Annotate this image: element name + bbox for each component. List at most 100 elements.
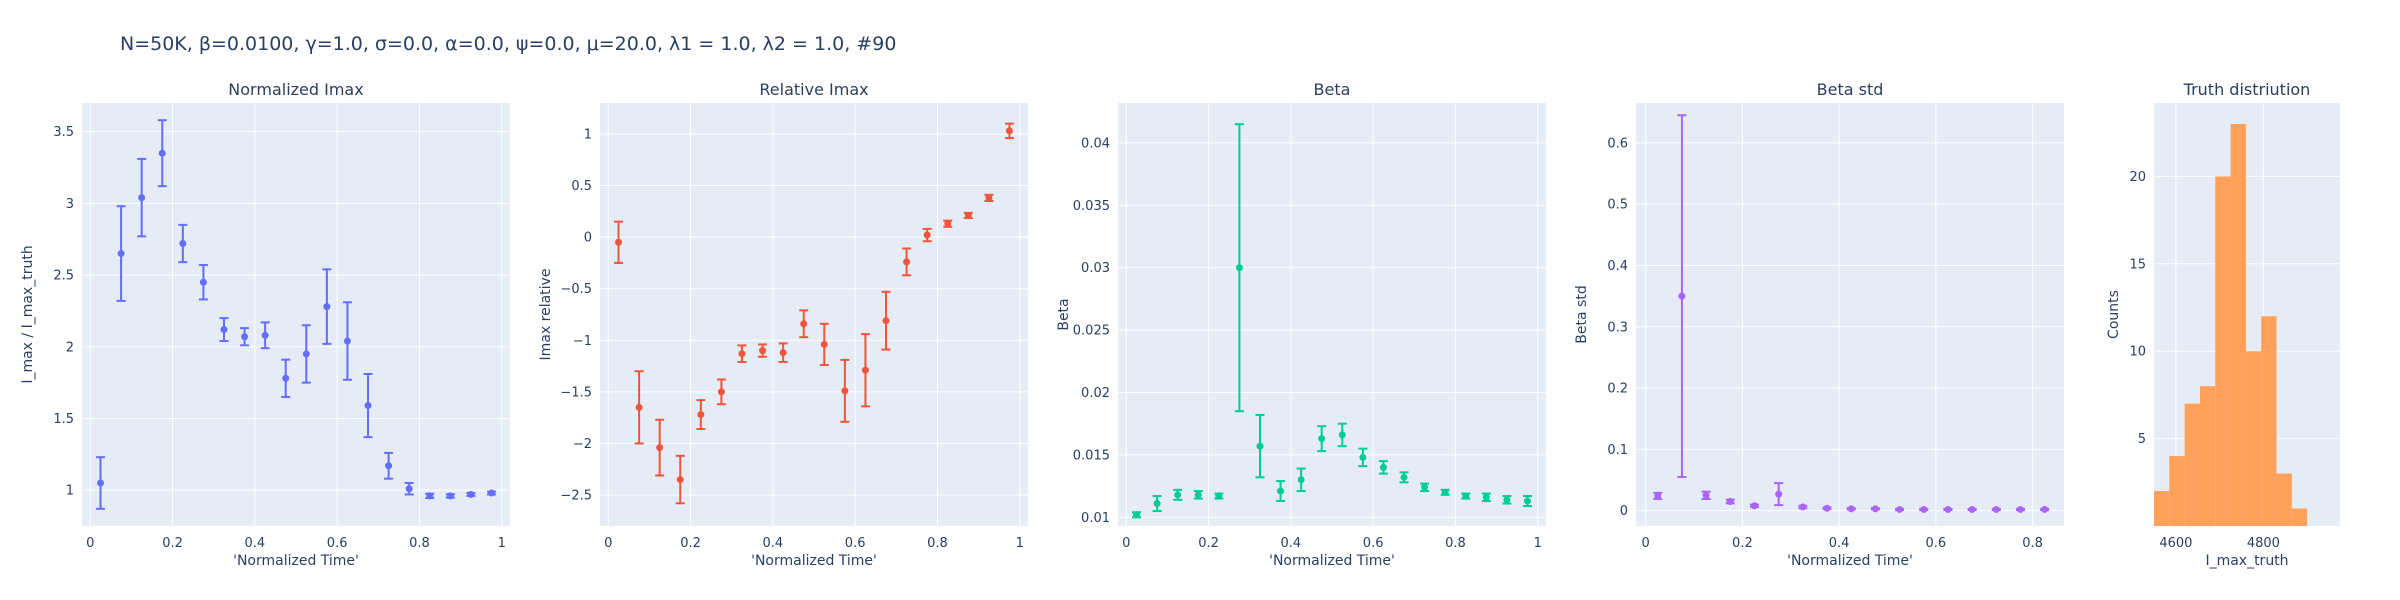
histogram-bar [2169, 456, 2185, 526]
data-point [1153, 500, 1161, 508]
data-point [1968, 505, 1976, 513]
x-axis-label: 'Normalized Time' [1269, 553, 1395, 569]
y-tick-label: 15 [2129, 257, 2146, 272]
histogram-bar [2245, 351, 2262, 526]
data-point [1421, 483, 1429, 491]
subplot-5: 4600 4800 5 10 15 20 Truth distriution I_max_tr… [2106, 80, 2340, 569]
data-point [923, 231, 931, 239]
data-point [964, 211, 972, 219]
data-point [2041, 505, 2049, 513]
y-tick-label: 0.6 [1607, 136, 1628, 151]
x-tick-label: 0.2 [1198, 536, 1219, 551]
data-point [944, 220, 952, 228]
subplot-title: Normalized Imax [228, 80, 363, 99]
data-point [487, 489, 495, 497]
data-point [1920, 505, 1928, 513]
data-point [302, 350, 310, 358]
data-point [1823, 504, 1831, 512]
x-tick-label: 0 [604, 536, 612, 551]
plot-area [1118, 103, 1546, 526]
y-tick-label: −2 [573, 437, 592, 452]
data-point [841, 387, 849, 395]
y-tick-label: 3 [66, 197, 74, 212]
plot-area [600, 103, 1028, 526]
x-tick-label: 1 [498, 536, 506, 551]
y-tick-label: 1.5 [53, 412, 74, 427]
data-point [759, 347, 767, 355]
data-point [138, 194, 146, 202]
data-point [1194, 491, 1202, 499]
data-point [1750, 502, 1758, 510]
y-tick-label: 0.04 [1081, 136, 1110, 151]
data-point [882, 317, 890, 325]
data-point [1174, 491, 1182, 499]
data-point [861, 366, 869, 374]
histogram-bar [2230, 123, 2246, 526]
y-tick-label: 1 [584, 127, 592, 142]
data-point [1847, 505, 1855, 513]
y-tick-label: 0 [584, 231, 592, 246]
data-point [697, 411, 705, 419]
data-point [97, 479, 105, 487]
y-tick-label: 0.03 [1081, 261, 1110, 276]
data-point [158, 149, 166, 157]
y-tick-label: 0.02 [1081, 386, 1110, 401]
data-point [426, 492, 434, 500]
data-point [1256, 442, 1264, 450]
data-point [446, 492, 454, 500]
data-point [1277, 487, 1285, 495]
x-tick-label: 0.4 [763, 536, 784, 551]
subplot-2: 0 0.2 0.4 0.6 0.8 1 −2.5 −2 −1.5 −1 −0.5 0 0.5 1 Relat… [538, 80, 1028, 569]
data-point [1400, 473, 1408, 481]
data-point [676, 476, 684, 484]
x-tick-label: 0.6 [1925, 536, 1946, 551]
data-point [985, 194, 993, 202]
data-point [343, 337, 351, 345]
y-tick-label: 3.5 [53, 125, 74, 140]
histogram-bar [2184, 403, 2200, 526]
y-tick-label: 1 [66, 484, 74, 499]
x-tick-label: 0.2 [1732, 536, 1753, 551]
subplot-3: 0 0.2 0.4 0.6 0.8 1 0.01 0.015 0.02 0.025 0.03 0.03… [1056, 80, 1546, 569]
x-tick-label: 0.6 [845, 536, 866, 551]
x-tick-label: 4600 [2159, 536, 2192, 551]
data-point [1896, 505, 1904, 513]
y-axis-label: Counts [2106, 290, 2122, 339]
x-tick-label: 1 [1534, 536, 1542, 551]
subplot-4: 0 0.2 0.4 0.6 0.8 0 0.1 0.2 0.3 0.4 0.5 0.6 Beta std… [1574, 80, 2064, 569]
x-tick-label: 4800 [2247, 536, 2280, 551]
y-tick-label: 2 [66, 340, 74, 355]
x-tick-label: 0.4 [1829, 536, 1850, 551]
data-point [117, 250, 125, 258]
data-point [1678, 292, 1686, 300]
data-point [261, 331, 269, 339]
data-point [467, 490, 475, 498]
data-point [1726, 497, 1734, 505]
data-point [1871, 505, 1879, 513]
data-point [1338, 431, 1346, 439]
y-tick-label: −2.5 [560, 489, 592, 504]
x-axis-label: 'Normalized Time' [233, 553, 359, 569]
y-tick-label: 2.5 [53, 269, 74, 284]
data-point [800, 320, 808, 328]
y-axis-label: Beta std [1574, 285, 1590, 343]
y-tick-label: 0.01 [1081, 511, 1110, 526]
data-point [779, 349, 787, 357]
x-tick-label: 0.6 [1363, 536, 1384, 551]
data-point [2016, 505, 2024, 513]
data-point [1297, 476, 1305, 484]
histogram-bar [2154, 491, 2170, 526]
y-tick-label: −1.5 [560, 385, 592, 400]
y-tick-label: 0.2 [1607, 382, 1628, 397]
subplot-title: Relative Imax [759, 80, 868, 99]
data-point [364, 402, 372, 410]
x-axis-label: 'Normalized Time' [1787, 553, 1913, 569]
y-axis-label: Imax relative [538, 269, 554, 361]
y-tick-label: 0.015 [1073, 448, 1110, 463]
x-tick-label: 0.4 [245, 536, 266, 551]
y-tick-label: 5 [2138, 432, 2146, 447]
y-tick-label: 0.3 [1607, 320, 1628, 335]
data-point [1441, 488, 1449, 496]
y-tick-label: 20 [2129, 170, 2146, 185]
x-tick-label: 0 [1122, 536, 1130, 551]
